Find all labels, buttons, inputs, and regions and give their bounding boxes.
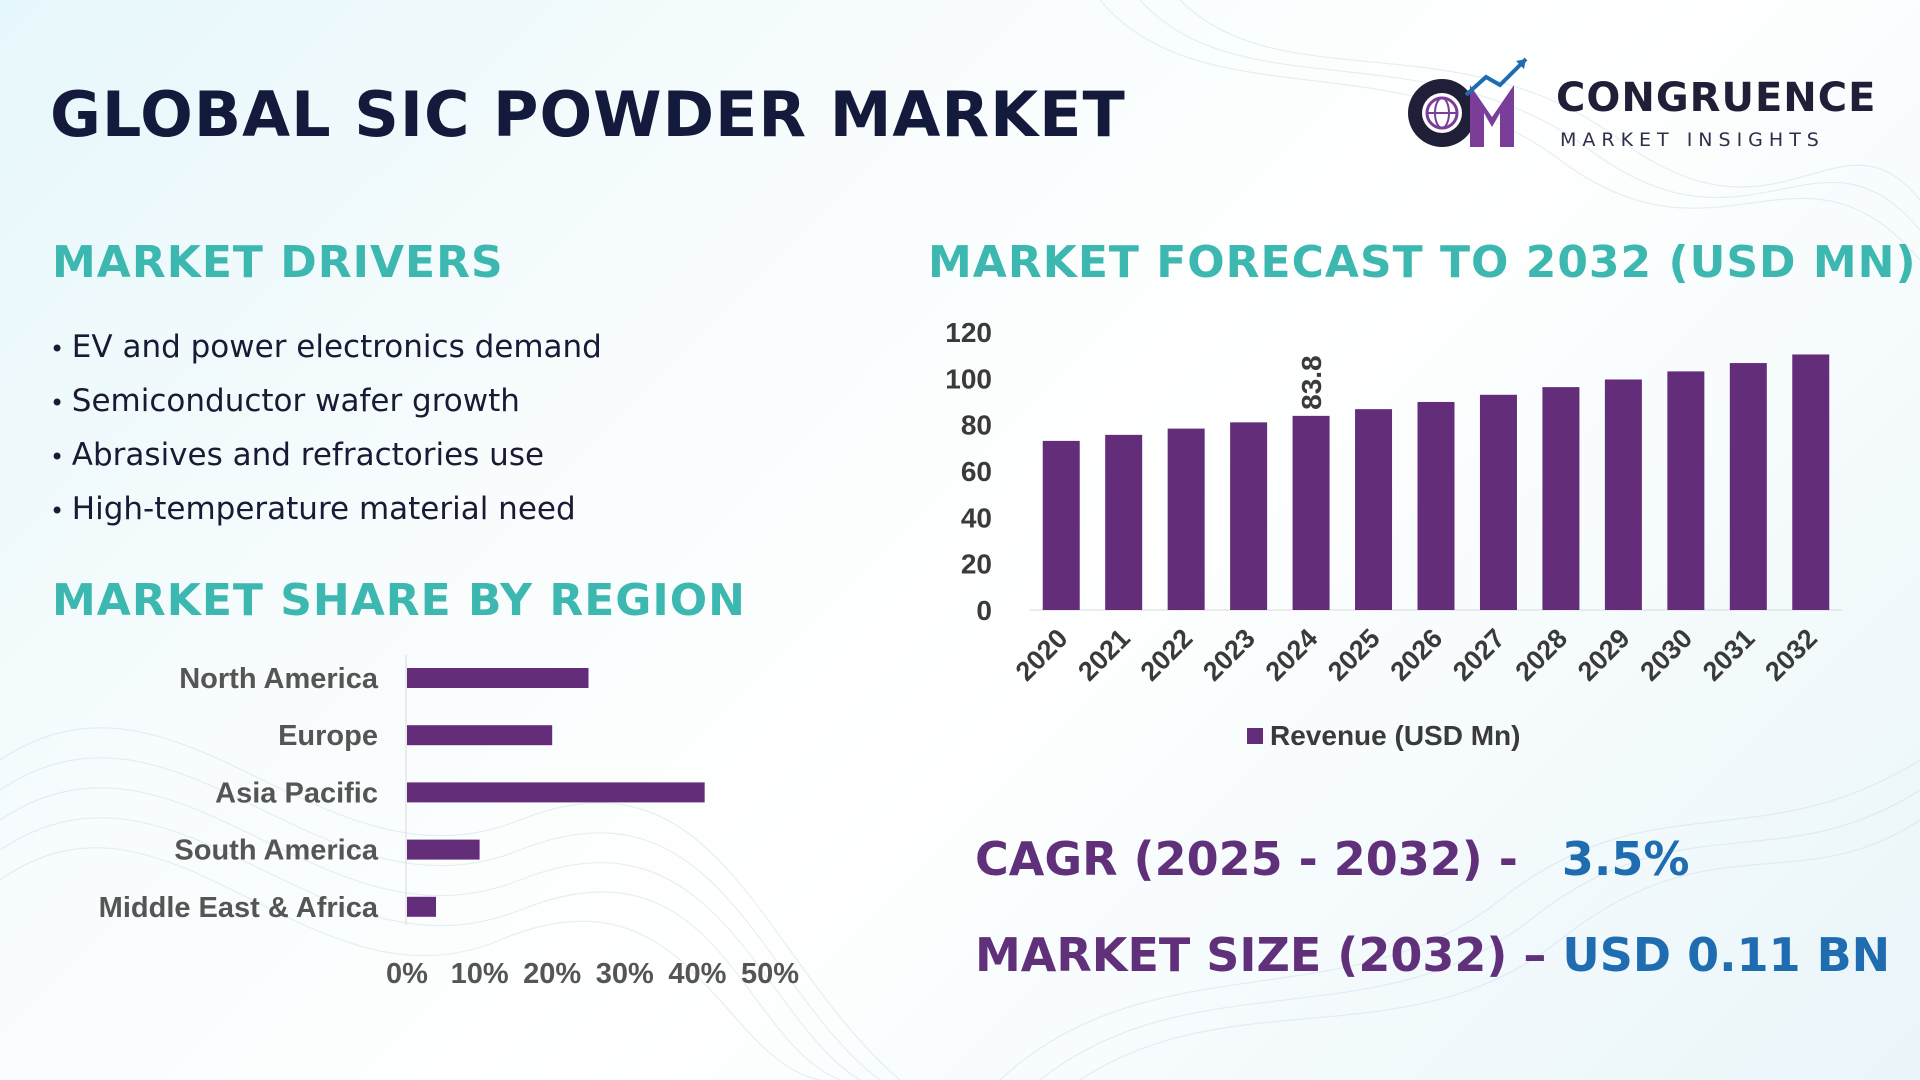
market-size-value: USD 0.11 BN: [1562, 928, 1891, 982]
y-tick-label: 80: [961, 410, 992, 441]
x-tick-label: 2029: [1572, 623, 1636, 687]
cagr-stat: CAGR (2025 - 2032) - 3.5%: [975, 832, 1689, 886]
x-tick-label: 2032: [1759, 623, 1823, 687]
forecast-bar: [1417, 401, 1455, 610]
region-label: Middle East & Africa: [99, 892, 379, 924]
page-title: GLOBAL SIC POWDER MARKET: [50, 78, 1126, 151]
market-size-stat: MARKET SIZE (2032) – USD 0.11 BN: [975, 928, 1890, 982]
data-label: 83.8: [1296, 355, 1327, 410]
x-tick-label: 20%: [523, 958, 581, 990]
y-tick-label: 0: [976, 595, 992, 626]
x-tick-label: 0%: [386, 958, 428, 990]
forecast-bar: [1479, 394, 1517, 610]
x-tick-label: 2020: [1010, 623, 1074, 687]
logo-tagline: MARKET INSIGHTS: [1560, 129, 1825, 151]
x-tick-label: 10%: [451, 958, 509, 990]
region-bar: [407, 668, 589, 688]
forecast-bar: [1230, 422, 1268, 610]
legend-label: Revenue (USD Mn): [1270, 720, 1520, 751]
forecast-bar: [1792, 354, 1830, 610]
legend-swatch: [1247, 728, 1263, 744]
x-tick-label: 40%: [668, 958, 726, 990]
cagr-label: CAGR (2025 - 2032) -: [975, 832, 1518, 886]
logo-name: CONGRUENCE: [1556, 75, 1877, 121]
forecast-title: MARKET FORECAST TO 2032 (USD MN): [928, 237, 1917, 288]
y-tick-label: 40: [961, 502, 992, 533]
y-tick-label: 120: [945, 317, 992, 348]
x-tick-label: 2027: [1447, 623, 1511, 687]
drivers-list: EV and power electronics demand Semicond…: [50, 320, 602, 536]
driver-item: Semiconductor wafer growth: [50, 374, 602, 428]
region-label: North America: [179, 663, 379, 695]
region-bar: [407, 782, 705, 803]
x-tick-label: 2025: [1322, 623, 1386, 687]
x-tick-label: 2028: [1509, 623, 1573, 687]
forecast-bar: [1042, 440, 1080, 610]
market-size-label: MARKET SIZE (2032) –: [975, 928, 1547, 982]
cm-globe-chart-logo-icon: [1408, 57, 1528, 147]
y-tick-label: 100: [945, 363, 992, 394]
forecast-bar: [1729, 363, 1767, 610]
y-tick-label: 20: [961, 549, 992, 580]
x-tick-label: 2030: [1634, 623, 1698, 687]
driver-item: EV and power electronics demand: [50, 320, 602, 374]
region-bar: [407, 896, 437, 917]
x-tick-label: 2022: [1135, 623, 1199, 687]
region-bar: [407, 839, 480, 860]
x-tick-label: 2031: [1697, 623, 1761, 687]
forecast-bar: [1667, 371, 1705, 610]
x-tick-label: 30%: [596, 958, 654, 990]
x-tick-label: 2023: [1197, 623, 1261, 687]
region-label: South America: [174, 835, 378, 867]
forecast-bar: [1167, 428, 1205, 610]
y-tick-label: 60: [961, 456, 992, 487]
forecast-bar: [1542, 387, 1580, 610]
forecast-bar: [1604, 379, 1642, 610]
region-label: Asia Pacific: [215, 777, 378, 809]
x-tick-label: 2026: [1385, 623, 1449, 687]
drivers-title: MARKET DRIVERS: [52, 237, 504, 288]
forecast-bar: [1292, 415, 1330, 610]
x-tick-label: 2021: [1072, 623, 1136, 687]
cagr-value: 3.5%: [1561, 832, 1690, 886]
x-tick-label: 2024: [1260, 623, 1324, 687]
driver-item: High-temperature material need: [50, 482, 602, 536]
region-title: MARKET SHARE BY REGION: [52, 575, 746, 626]
x-tick-label: 50%: [741, 958, 799, 990]
forecast-bar: [1105, 434, 1143, 610]
region-bar: [407, 725, 553, 746]
driver-item: Abrasives and refractories use: [50, 428, 602, 482]
company-logo: CONGRUENCE MARKET INSIGHTS: [1400, 55, 1880, 155]
region-label: Europe: [278, 720, 378, 752]
forecast-bar: [1355, 409, 1393, 610]
